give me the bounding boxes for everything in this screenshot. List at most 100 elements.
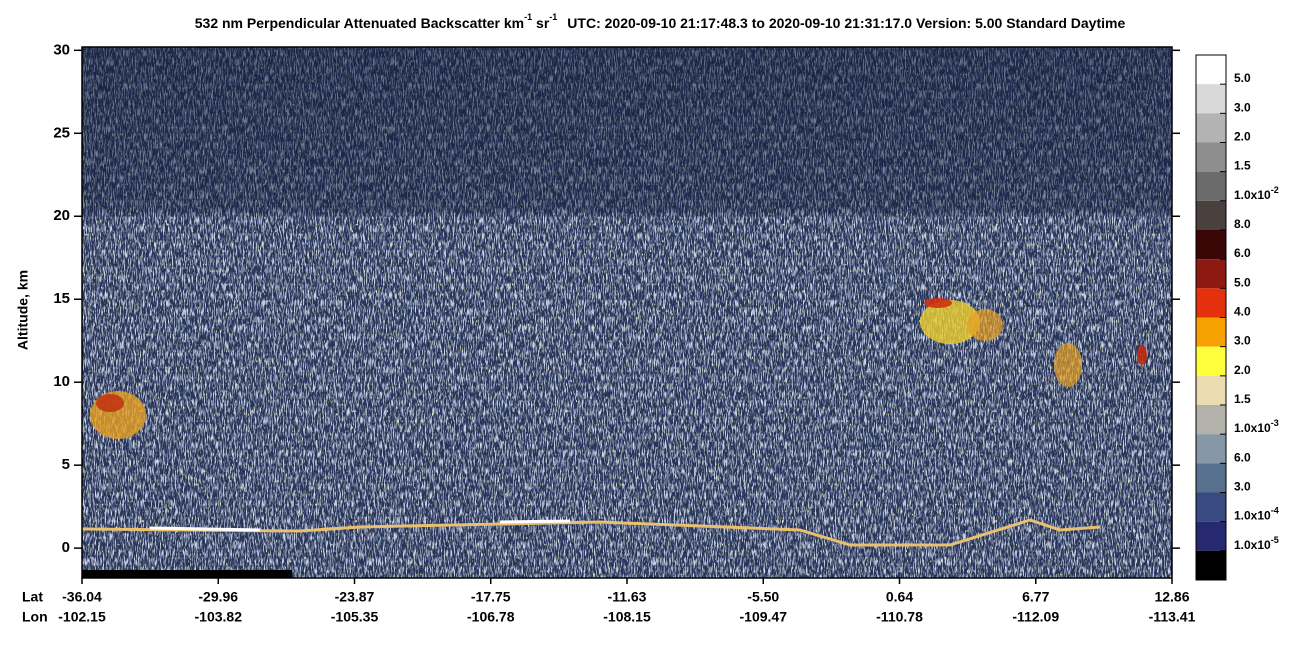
colorbar-swatch [1196,463,1226,493]
colorbar-label: 1.5 [1234,159,1251,173]
colorbar-label: 1.0x10-5 [1234,535,1279,552]
colorbar-swatch [1196,113,1226,143]
colorbar-swatch [1196,84,1226,114]
colorbar-label-exp: -5 [1271,535,1279,545]
y-tick-label: 0 [62,539,70,556]
colorbar-label-base: 1.0x10 [1234,421,1271,435]
title-superscript: -1 [549,12,557,22]
colorbar-label-base: 1.0x10 [1234,188,1271,202]
x-row-name: Lon [22,609,48,625]
colorbar-label-exp: -2 [1271,185,1279,195]
x-tick-label: -106.78 [467,609,515,625]
title-superscript: -1 [524,12,532,22]
colorbar-label-exp: -4 [1271,506,1279,516]
colorbar-label-base: 3.0 [1234,480,1251,494]
cloud [1137,345,1147,365]
x-tick-label: -105.35 [331,609,379,625]
x-tick-label: -103.82 [195,609,243,625]
y-tick-label: 5 [62,456,70,473]
colorbar-swatch [1196,142,1226,172]
colorbar-label: 3.0 [1234,334,1251,348]
colorbar-label-base: 4.0 [1234,305,1251,319]
cloud [967,309,1003,341]
x-tick-label: -11.63 [608,589,647,605]
colorbar-label-base: 5.0 [1234,71,1251,85]
colorbar-label: 8.0 [1234,217,1251,231]
colorbar-label: 2.0 [1234,130,1251,144]
colorbar-swatch [1196,550,1226,580]
ground-band [82,570,292,578]
x-tick-label: -5.50 [747,589,779,605]
colorbar-label: 5.0 [1234,71,1251,85]
colorbar-swatch [1196,434,1226,464]
chart-title: 532 nm Perpendicular Attenuated Backscat… [195,12,1126,30]
boundary-layer [81,518,1101,547]
upper-shade [82,47,1172,578]
title-part: UTC: 2020-09-10 21:17:48.3 to 2020-09-10… [567,15,1125,31]
title-part: sr [532,15,550,31]
colorbar-label: 6.0 [1234,246,1251,260]
colorbar-label-base: 6.0 [1234,246,1251,260]
cloud [1054,343,1082,387]
x-tick-label: -109.47 [740,609,788,625]
y-tick-label: 15 [53,290,70,307]
y-tick-label: 20 [53,207,70,224]
colorbar-label-base: 1.0x10 [1234,538,1271,552]
x-tick-label: -23.87 [335,589,375,605]
plot-area [81,46,1173,579]
x-tick-label: -108.15 [603,609,651,625]
colorbar-label-base: 1.0x10 [1234,509,1271,523]
colorbar-swatch [1196,521,1226,551]
y-tick-label: 10 [53,373,70,390]
x-tick-label: 6.77 [1022,589,1049,605]
colorbar-label: 3.0 [1234,101,1251,115]
cloud [96,394,124,412]
x-row-name: Lat [22,589,43,605]
colorbar-label-base: 3.0 [1234,334,1251,348]
colorbar-label: 1.0x10-4 [1234,506,1279,523]
colorbar-swatch [1196,346,1226,376]
x-tick-label: -36.04 [62,589,102,605]
colorbar-swatch [1196,55,1226,85]
colorbar-label: 1.0x10-3 [1234,419,1279,436]
colorbar-label: 6.0 [1234,451,1251,465]
colorbar-swatch [1196,259,1226,289]
colorbar-swatch [1196,375,1226,405]
y-axis-label: Altitude, km [15,270,31,350]
x-tick-label: -102.15 [58,609,106,625]
x-tick-label: 0.64 [886,589,913,605]
colorbar-swatch [1196,230,1226,260]
x-tick-label: 12.86 [1154,589,1189,605]
colorbar-label-base: 6.0 [1234,451,1251,465]
colorbar-label-exp: -3 [1271,419,1279,429]
x-tick-label: -17.75 [471,589,511,605]
colorbar-swatch [1196,492,1226,522]
x-tick-label: -110.78 [876,609,923,625]
colorbar-label: 1.5 [1234,392,1251,406]
x-tick-label: -29.96 [198,589,238,605]
colorbar-swatch [1196,405,1226,435]
colorbar-label-base: 1.5 [1234,392,1251,406]
colorbar-label: 4.0 [1234,305,1251,319]
colorbar-label-base: 8.0 [1234,217,1251,231]
colorbar-label-base: 5.0 [1234,276,1251,290]
colorbar-swatch [1196,171,1226,201]
colorbar-label: 3.0 [1234,480,1251,494]
cloud [920,300,980,344]
cloud [924,298,952,308]
colorbar-label: 1.0x10-2 [1234,185,1279,202]
x-tick-label: -113.41 [1149,609,1196,625]
y-tick-label: 30 [53,41,70,58]
x-tick-label: -112.09 [1012,609,1059,625]
colorbar-label-base: 2.0 [1234,130,1251,144]
title-part: 532 nm Perpendicular Attenuated Backscat… [195,15,524,31]
colorbar-swatch [1196,200,1226,230]
colorbar-swatch [1196,317,1226,347]
colorbar-label-base: 1.5 [1234,159,1251,173]
boundary-layer-bright [149,519,571,532]
colorbar-label: 2.0 [1234,363,1251,377]
colorbar-label: 5.0 [1234,276,1251,290]
y-tick-label: 25 [53,124,70,141]
colorbar-label-base: 3.0 [1234,101,1251,115]
